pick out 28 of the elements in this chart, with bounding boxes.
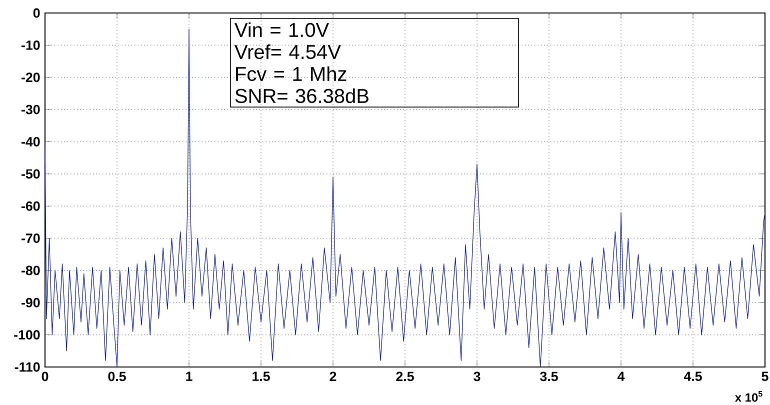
y-tick-label: -40: [22, 137, 40, 146]
x-tick-label: 2: [330, 372, 336, 382]
annotation: SNR= 36.38dB: [235, 88, 368, 104]
x-tick-label: 1: [186, 372, 192, 381]
x-tick-label: 4.5: [684, 372, 702, 382]
annotation: Fcv = 1 Mhz: [236, 66, 346, 82]
y-tick-label: -60: [22, 201, 40, 211]
y-tick-label: -70: [22, 234, 40, 243]
x-tick-label: 1.5: [252, 372, 270, 382]
x-tick-label: 2.5: [396, 372, 414, 382]
x-tick-label: 5: [762, 372, 768, 382]
y-tick-label: -100: [14, 330, 40, 340]
y-tick-label: -20: [22, 72, 40, 82]
x-tick-label: 4: [618, 372, 625, 381]
x-tick-label: 3.5: [540, 372, 558, 382]
x-tick-label: 0.5: [108, 372, 126, 382]
annotation: Vref= 4.54V: [234, 44, 341, 60]
y-tick-label: -80: [22, 266, 40, 276]
y-tick-label: 0: [33, 8, 40, 18]
x-tick-label: 0: [42, 372, 48, 382]
x-tick-label: 3: [474, 372, 480, 382]
text: x 10$^{5}$: [734, 391, 762, 402]
y-tick-label: -30: [22, 104, 40, 114]
y-tick-label: -50: [22, 169, 40, 179]
y-tick-label: -90: [22, 298, 40, 308]
y-tick-label: -10: [22, 40, 40, 50]
annotation: Vin = 1.0V: [234, 22, 330, 38]
y-tick-label: -110: [14, 362, 40, 372]
